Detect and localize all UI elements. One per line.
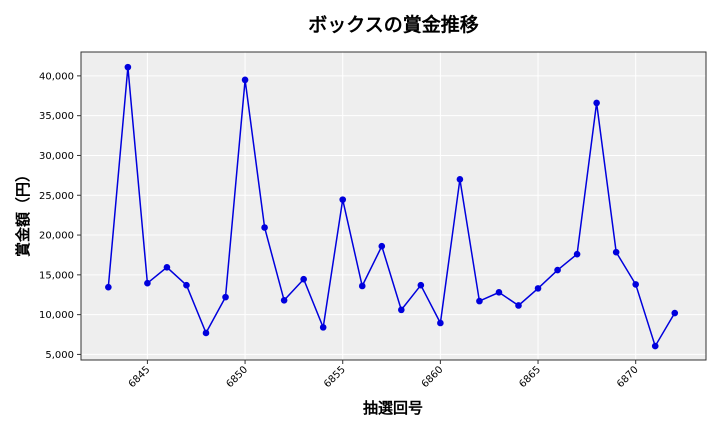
x-tick-label: 6870 — [615, 364, 641, 390]
data-point — [632, 281, 639, 288]
data-point — [456, 176, 464, 183]
data-point — [202, 329, 210, 337]
series-line — [107, 67, 676, 348]
x-tick-label: 6860 — [420, 364, 446, 390]
data-point — [534, 285, 542, 292]
x-tick-label: 6850 — [224, 364, 250, 390]
data-point — [612, 248, 620, 256]
data-point — [300, 275, 307, 283]
data-point — [378, 242, 386, 250]
data-point — [398, 306, 405, 314]
grid-lines — [81, 52, 706, 360]
data-point — [280, 297, 288, 304]
data-point — [651, 342, 659, 350]
x-axis-label: 抽選回号 — [363, 399, 423, 417]
data-point — [358, 282, 366, 290]
data-point — [183, 281, 190, 289]
chart-title: ボックスの賞金推移 — [308, 14, 479, 36]
data-point — [261, 224, 268, 231]
y-tick-label: 30,000 — [39, 151, 74, 162]
data-point — [515, 302, 522, 309]
data-point-markers — [105, 63, 679, 350]
data-point — [144, 279, 151, 287]
plot-frame — [80, 51, 707, 361]
y-tick-label: 40,000 — [39, 71, 74, 82]
y-axis-ticks: 5,000 10,000 15,000 20,000 25,000 30,000 35,00… — [39, 71, 81, 361]
y-tick-label: 15,000 — [39, 270, 74, 281]
data-point — [671, 309, 679, 317]
data-point — [319, 324, 327, 331]
data-point — [495, 289, 503, 296]
y-tick-label: 5,000 — [45, 350, 74, 361]
y-tick-label: 25,000 — [39, 191, 74, 202]
data-point — [554, 266, 561, 274]
x-axis-ticks: 6845 6850 6855 6860 6865 6870 — [127, 360, 641, 390]
data-point — [163, 263, 171, 271]
x-tick-label: 6845 — [127, 364, 153, 390]
data-point — [593, 99, 600, 107]
data-point — [124, 63, 132, 71]
data-point — [241, 76, 249, 84]
data-point — [417, 281, 425, 289]
data-point — [105, 283, 112, 291]
data-point — [573, 250, 581, 258]
y-tick-label: 20,000 — [39, 231, 74, 242]
data-point — [437, 319, 444, 327]
plot-area — [80, 51, 707, 361]
y-tick-label: 35,000 — [39, 111, 74, 122]
x-tick-label: 6855 — [322, 364, 348, 390]
y-axis-label: 賞金額（円） — [14, 167, 32, 257]
data-point — [339, 196, 347, 203]
x-tick-label: 6865 — [517, 364, 543, 390]
y-tick-label: 10,000 — [39, 310, 74, 321]
data-point — [476, 297, 483, 305]
data-point — [222, 293, 229, 301]
